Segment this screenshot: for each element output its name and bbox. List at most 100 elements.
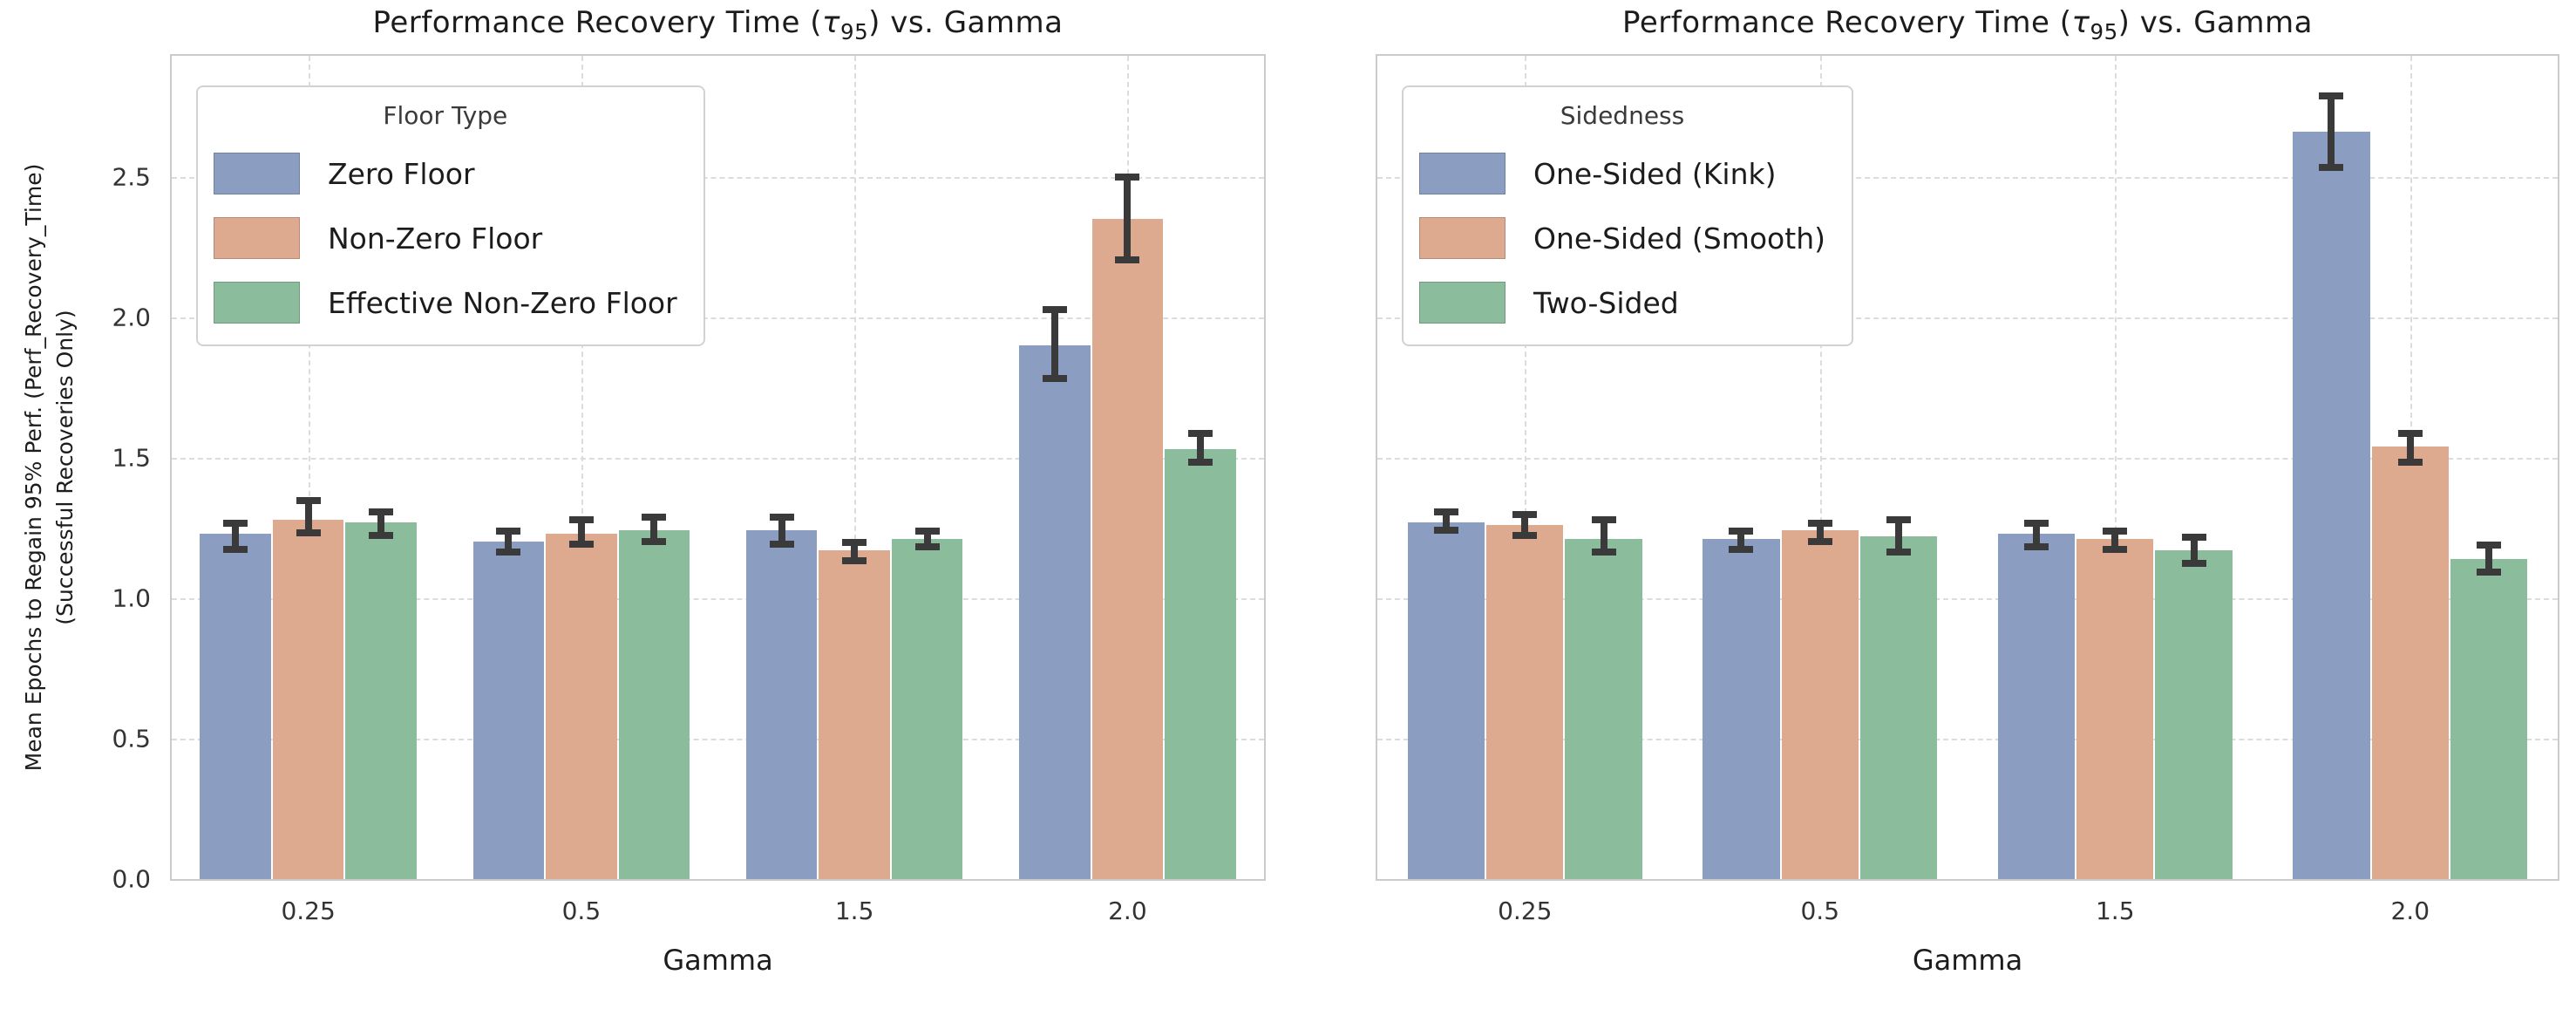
bar [2293, 131, 2370, 879]
gridline [1819, 56, 1822, 879]
bar [1165, 449, 1236, 879]
gridline [1377, 457, 2558, 460]
x-tick-label: 0.5 [561, 897, 602, 925]
bar [345, 522, 417, 879]
error-bar [650, 514, 658, 545]
bar [891, 539, 963, 879]
error-bar [1521, 510, 1529, 540]
error-bar-cap [1042, 374, 1067, 382]
bar [2450, 558, 2528, 879]
legend-swatch [214, 282, 300, 324]
y-tick-label: 1.5 [112, 443, 151, 473]
error-bar-cap [1729, 528, 1754, 535]
error-bar [923, 528, 931, 551]
error-bar-cap [2023, 543, 2049, 551]
error-bar-cap [296, 528, 321, 536]
legend-label: One-Sided (Kink) [1533, 156, 1777, 191]
error-bar [304, 496, 312, 536]
gridline [172, 597, 1264, 600]
error-bar-cap [1807, 537, 1832, 545]
bar [1859, 535, 1938, 879]
error-bar-cap [1591, 516, 1616, 524]
bar [2371, 446, 2449, 879]
error-bar [1196, 429, 1204, 467]
error-bar-cap [1886, 516, 1912, 524]
error-bar-cap [568, 540, 594, 548]
gridline [1377, 317, 2558, 319]
error-bar-cap [223, 546, 248, 554]
bar [618, 530, 690, 879]
x-tick-label: 0.5 [1800, 897, 1840, 925]
gridline [172, 738, 1264, 740]
error-bar-cap [2319, 92, 2344, 99]
error-bar-cap [1433, 508, 1458, 515]
legend-label: Effective Non-Zero Floor [328, 285, 677, 320]
y-tick-label: 1.0 [112, 583, 151, 613]
legend-title: Sidedness [1560, 101, 1685, 130]
gridline [172, 317, 1264, 319]
error-bar-cap [2181, 560, 2206, 568]
error-bar [2032, 519, 2040, 551]
legend-swatch [214, 217, 300, 259]
bar [1486, 525, 1564, 879]
error-bar [778, 514, 785, 548]
error-bar-cap [1115, 256, 1140, 264]
error-bar-cap [842, 539, 867, 547]
error-bar-cap [369, 532, 394, 540]
bar [819, 550, 890, 879]
error-bar-cap [2023, 519, 2049, 527]
y-tick-label: 2.0 [112, 303, 151, 332]
error-bar-cap [1187, 429, 1213, 437]
error-bar-cap [2103, 528, 2128, 535]
chart-title: Performance Recovery Time (τ95) vs. Gamm… [372, 5, 1064, 44]
bar [2076, 539, 2154, 879]
error-bar [1442, 508, 1450, 534]
error-bar-cap [2477, 569, 2502, 576]
legend-swatch [214, 153, 300, 194]
error-bar-cap [496, 528, 521, 535]
legend-title: Floor Type [383, 101, 508, 130]
bar [1565, 539, 1642, 879]
gridline [172, 457, 1264, 460]
bar [1091, 218, 1164, 879]
error-bar-cap [2397, 459, 2423, 467]
error-bar-cap [642, 537, 667, 545]
bar [2155, 550, 2233, 879]
legend-item: One-Sided (Kink) [1419, 153, 1825, 194]
error-bar-cap [296, 496, 321, 504]
y-tick-label: 0.5 [112, 724, 151, 753]
error-bar [1895, 516, 1903, 556]
legend-swatch [1419, 282, 1505, 324]
gridline [1525, 56, 1527, 879]
error-bar-cap [1433, 526, 1458, 534]
bar [1997, 533, 2076, 879]
x-tick-label: 1.5 [834, 897, 874, 925]
error-bar [1050, 305, 1058, 382]
bar [546, 533, 617, 879]
error-bar [2328, 92, 2335, 172]
chart-title: Performance Recovery Time (τ95) vs. Gamm… [1622, 5, 2313, 44]
error-bar-cap [914, 543, 940, 551]
error-bar-cap [369, 508, 394, 515]
gridline [1377, 597, 2558, 600]
error-bar-cap [2397, 429, 2423, 437]
error-bar-cap [642, 514, 667, 522]
error-bar [1124, 174, 1132, 264]
legend-item: Zero Floor [214, 153, 677, 194]
x-tick-label: 2.0 [2390, 897, 2430, 925]
legend-swatch [1419, 153, 1505, 194]
bar [200, 533, 271, 879]
x-tick-label: 0.25 [281, 897, 336, 925]
y-tick-label: 0.0 [112, 864, 151, 894]
error-bar [1816, 519, 1824, 545]
legend-item: Two-Sided [1419, 282, 1825, 324]
error-bar-cap [1187, 459, 1213, 467]
error-bar-cap [2181, 533, 2206, 541]
error-bar [2485, 542, 2493, 576]
error-bar-cap [1042, 305, 1067, 313]
x-tick-label: 1.5 [2095, 897, 2135, 925]
error-bar [851, 539, 859, 565]
bar [272, 519, 344, 879]
error-bar-cap [1512, 510, 1538, 518]
x-tick-label: 2.0 [1108, 897, 1147, 925]
